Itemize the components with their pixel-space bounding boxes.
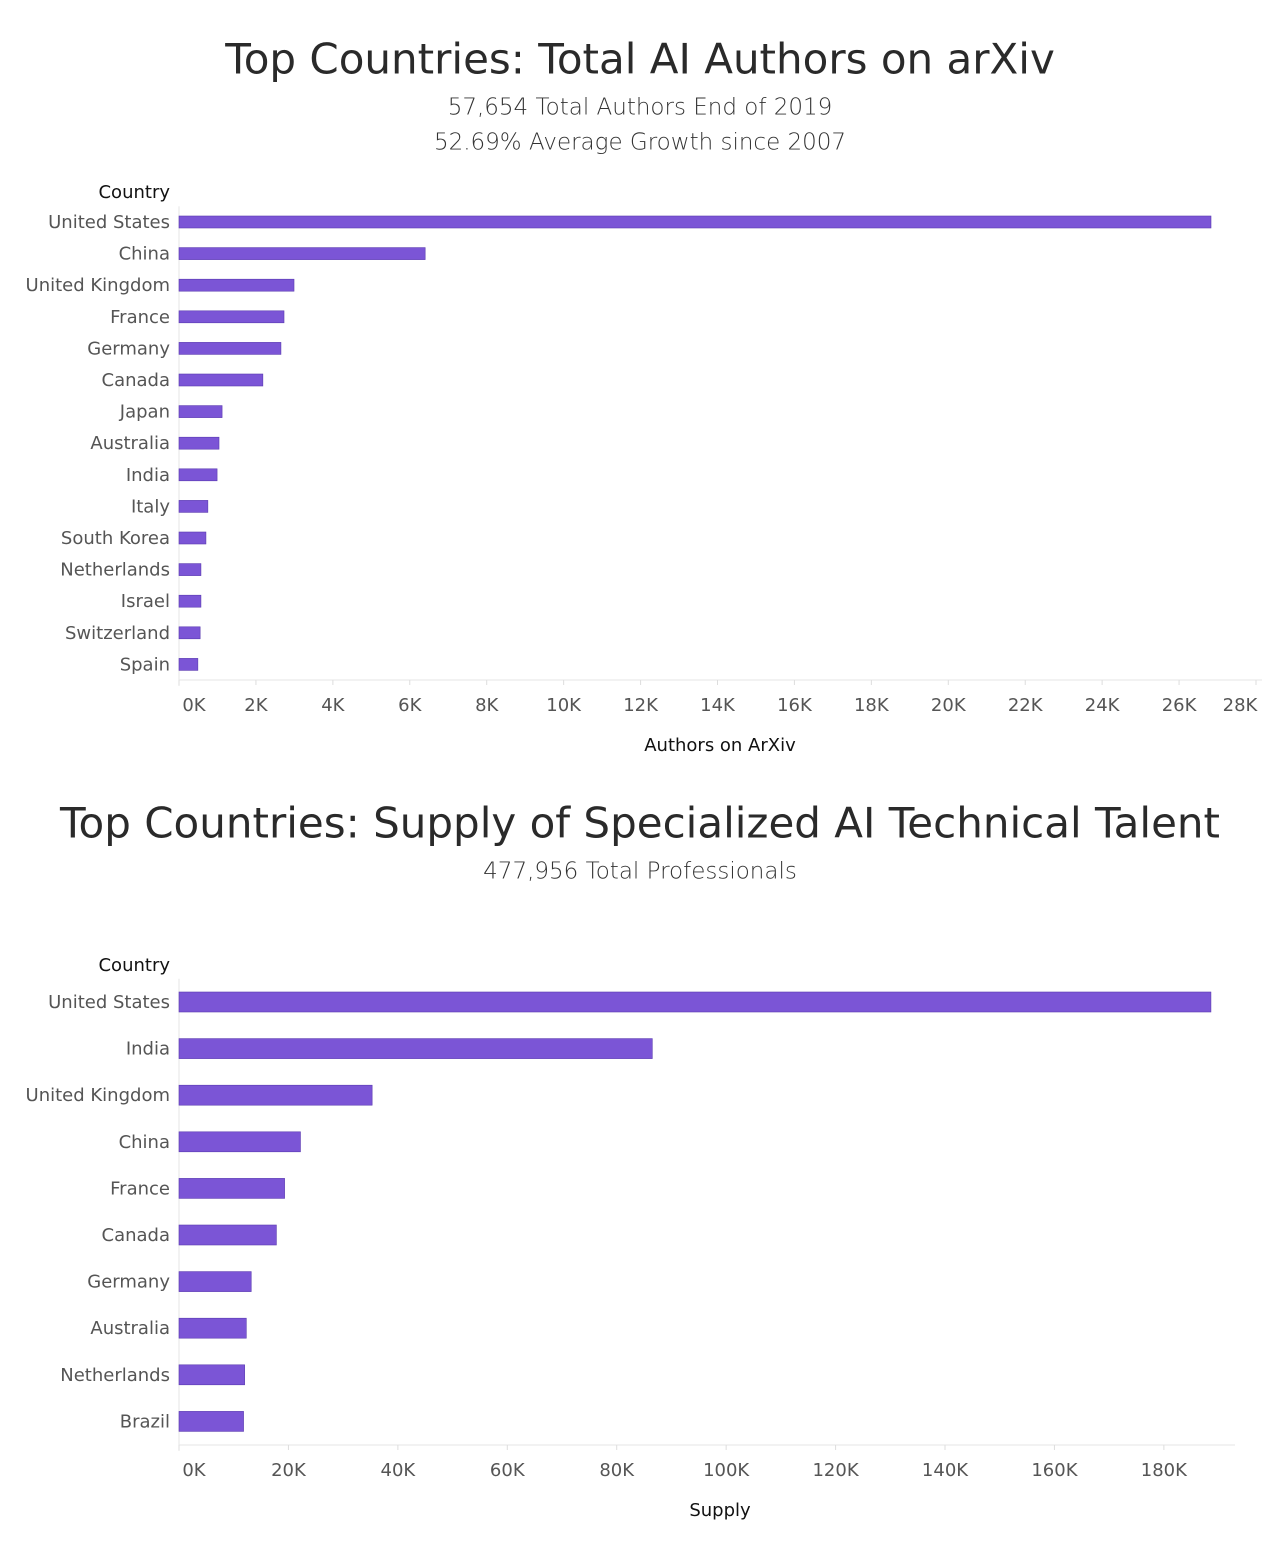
- bar: [178, 468, 218, 482]
- bar: [178, 373, 264, 387]
- category-label: France: [110, 1178, 170, 1199]
- x-tick-label: 180K: [1141, 1460, 1188, 1481]
- bar: [178, 1178, 285, 1199]
- bar: [178, 1271, 252, 1292]
- x-tick-label: 12K: [623, 695, 659, 716]
- bar: [178, 215, 1212, 229]
- bar: [178, 594, 202, 608]
- category-label: United Kingdom: [26, 275, 170, 296]
- x-tick-label: 60K: [490, 1460, 526, 1481]
- bar: [178, 278, 295, 292]
- category-label: China: [119, 1132, 170, 1153]
- x-tick-label: 10K: [546, 695, 582, 716]
- category-label: Brazil: [120, 1411, 170, 1432]
- bar: [178, 1084, 373, 1106]
- chart-title: Top Countries: Supply of Specialized AI …: [59, 799, 1220, 848]
- bar: [178, 1131, 301, 1153]
- x-tick-label: 6K: [398, 695, 422, 716]
- x-tick-label: 0K: [182, 1460, 206, 1481]
- category-label: India: [126, 1039, 170, 1060]
- chart-title: Top Countries: Total AI Authors on arXiv: [224, 35, 1055, 84]
- x-tick-label: 16K: [777, 695, 813, 716]
- x-tick-label: 120K: [812, 1460, 859, 1481]
- bar: [178, 1317, 247, 1339]
- category-label: Canada: [102, 370, 171, 391]
- x-tick-label: 28K: [1223, 695, 1259, 716]
- bar: [178, 531, 207, 545]
- x-tick-label: 24K: [1085, 695, 1121, 716]
- bar: [178, 405, 223, 418]
- category-label: China: [119, 244, 170, 265]
- x-tick-label: 20K: [271, 1460, 307, 1481]
- x-tick-label: 40K: [381, 1460, 417, 1481]
- x-tick-label: 160K: [1031, 1460, 1078, 1481]
- x-tick-label: 18K: [854, 695, 890, 716]
- category-label: Japan: [119, 402, 170, 423]
- category-label: India: [126, 465, 170, 486]
- bar: [178, 500, 209, 513]
- x-axis-label: Authors on ArXiv: [644, 735, 796, 756]
- x-tick-label: 22K: [1008, 695, 1044, 716]
- x-tick-label: 80K: [599, 1460, 635, 1481]
- y-axis-label: Country: [98, 955, 170, 976]
- subtitle: 52.69% Average Growth since 2007: [434, 130, 846, 156]
- y-axis-label: Country: [98, 182, 170, 203]
- category-label: Canada: [102, 1225, 171, 1246]
- x-tick-label: 4K: [321, 695, 345, 716]
- bar: [178, 342, 282, 355]
- category-label: United States: [48, 992, 170, 1013]
- category-label: France: [110, 307, 170, 328]
- subtitle: 57,654 Total Authors End of 2019: [448, 95, 833, 121]
- bar: [178, 247, 426, 260]
- category-label: Netherlands: [60, 560, 170, 581]
- bar: [178, 1038, 653, 1059]
- bar: [178, 991, 1212, 1013]
- bar: [178, 436, 220, 450]
- bar: [178, 1224, 277, 1246]
- category-label: Switzerland: [65, 623, 170, 644]
- x-tick-label: 2K: [244, 695, 268, 716]
- x-tick-label: 14K: [700, 695, 736, 716]
- bar: [178, 563, 202, 576]
- x-tick-label: 0K: [182, 695, 206, 716]
- x-tick-label: 26K: [1162, 695, 1198, 716]
- category-label: United Kingdom: [26, 1085, 170, 1106]
- category-label: Israel: [121, 591, 170, 612]
- bar: [178, 1411, 244, 1432]
- category-label: Australia: [90, 433, 170, 454]
- category-label: Australia: [90, 1318, 170, 1339]
- category-label: Spain: [120, 654, 170, 675]
- bar: [178, 658, 199, 671]
- bar: [178, 1364, 245, 1386]
- x-axis-label: Supply: [689, 1500, 751, 1521]
- category-label: United States: [48, 212, 170, 233]
- category-label: Germany: [87, 338, 170, 359]
- category-label: South Korea: [61, 528, 170, 549]
- category-label: Italy: [131, 496, 170, 517]
- bar: [178, 310, 285, 324]
- x-tick-label: 140K: [922, 1460, 969, 1481]
- category-label: Germany: [87, 1272, 170, 1293]
- category-label: Netherlands: [60, 1365, 170, 1386]
- bar: [178, 626, 201, 640]
- x-tick-label: 20K: [931, 695, 967, 716]
- x-tick-label: 8K: [475, 695, 499, 716]
- subtitle: 477,956 Total Professionals: [483, 859, 797, 885]
- x-tick-label: 100K: [703, 1460, 750, 1481]
